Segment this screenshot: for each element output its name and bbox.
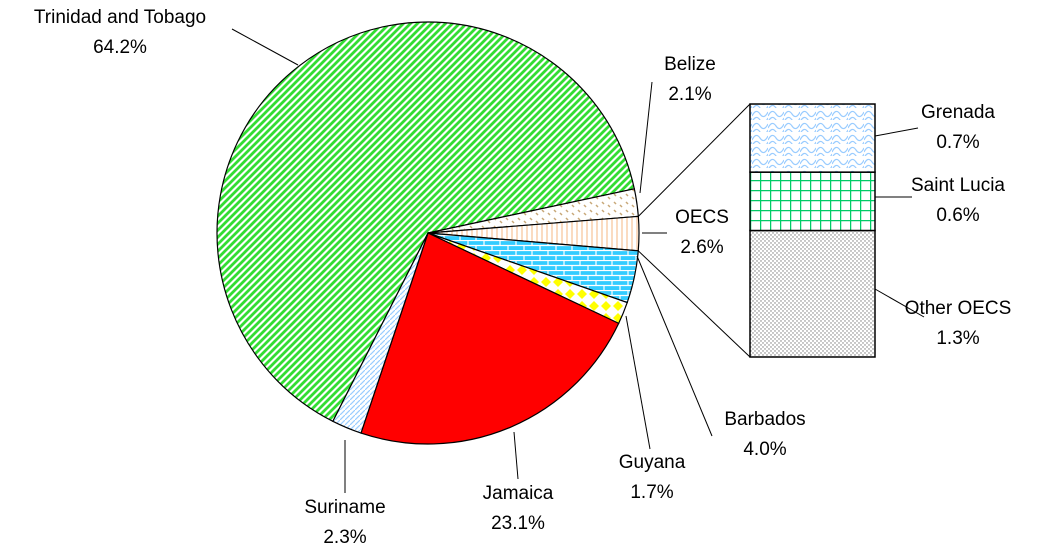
bar-value-label: 1.3% <box>936 328 979 349</box>
slice-label: Belize <box>664 54 716 75</box>
pie-slice <box>216 21 636 423</box>
leader-line <box>513 431 519 480</box>
connector-line <box>637 250 751 358</box>
slice-value-label: 23.1% <box>491 513 545 534</box>
pie-slice <box>332 232 429 434</box>
slice-value-label: 2.3% <box>323 527 366 548</box>
bar-segment <box>749 103 876 173</box>
leader-line <box>625 315 651 450</box>
slice-label: Guyana <box>619 452 686 473</box>
leader-line <box>874 288 925 318</box>
slice-label: OECS <box>675 207 729 228</box>
bar-segment <box>749 229 876 358</box>
connector-line <box>637 103 751 217</box>
slice-label: Suriname <box>304 497 385 518</box>
leader-line <box>636 255 713 437</box>
bar-value-label: 0.7% <box>936 132 979 153</box>
leader-line <box>874 127 919 137</box>
slice-value-label: 2.6% <box>680 237 723 258</box>
slice-value-label: 4.0% <box>743 439 786 460</box>
leader-line <box>231 28 299 66</box>
slice-label: Barbados <box>724 409 805 430</box>
bar-segment <box>749 171 876 232</box>
bar-label: Saint Lucia <box>911 175 1005 196</box>
slice-value-label: 2.1% <box>668 84 711 105</box>
bar-label: Grenada <box>921 102 995 123</box>
slice-value-label: 1.7% <box>630 482 673 503</box>
slice-label: Jamaica <box>483 483 554 504</box>
pie-slice <box>360 232 620 445</box>
bar-label: Other OECS <box>905 298 1012 319</box>
slice-value-label: 64.2% <box>93 37 147 58</box>
leader-line <box>639 81 653 194</box>
slice-label: Trinidad and Tobago <box>34 7 206 28</box>
bar-value-label: 0.6% <box>936 205 979 226</box>
